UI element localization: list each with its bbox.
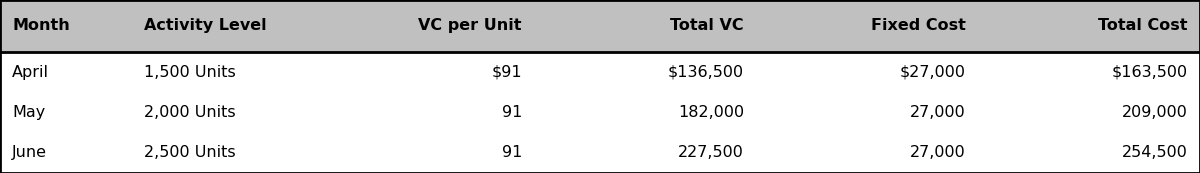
Text: 227,500: 227,500 (678, 145, 744, 160)
Text: $91: $91 (491, 65, 522, 80)
Text: Total VC: Total VC (671, 19, 744, 33)
Bar (0, 52, 1200, 92)
Text: 91: 91 (502, 105, 522, 120)
Text: VC per Unit: VC per Unit (419, 19, 522, 33)
Text: May: May (12, 105, 46, 120)
Text: Fixed Cost: Fixed Cost (871, 19, 966, 33)
Text: 91: 91 (502, 145, 522, 160)
Text: $136,500: $136,500 (668, 65, 744, 80)
Bar (0, 0, 1200, 52)
Bar (0, 133, 1200, 173)
Bar (0, 92, 1200, 133)
Text: $163,500: $163,500 (1112, 65, 1188, 80)
Text: 2,000 Units: 2,000 Units (144, 105, 235, 120)
Text: Month: Month (12, 19, 70, 33)
Text: June: June (12, 145, 47, 160)
Text: 27,000: 27,000 (911, 105, 966, 120)
Text: 209,000: 209,000 (1122, 105, 1188, 120)
Text: $27,000: $27,000 (900, 65, 966, 80)
Text: Total Cost: Total Cost (1098, 19, 1188, 33)
Text: April: April (12, 65, 49, 80)
Text: 2,500 Units: 2,500 Units (144, 145, 235, 160)
Text: 182,000: 182,000 (678, 105, 744, 120)
Text: Activity Level: Activity Level (144, 19, 266, 33)
Text: 27,000: 27,000 (911, 145, 966, 160)
Text: 254,500: 254,500 (1122, 145, 1188, 160)
Text: 1,500 Units: 1,500 Units (144, 65, 235, 80)
